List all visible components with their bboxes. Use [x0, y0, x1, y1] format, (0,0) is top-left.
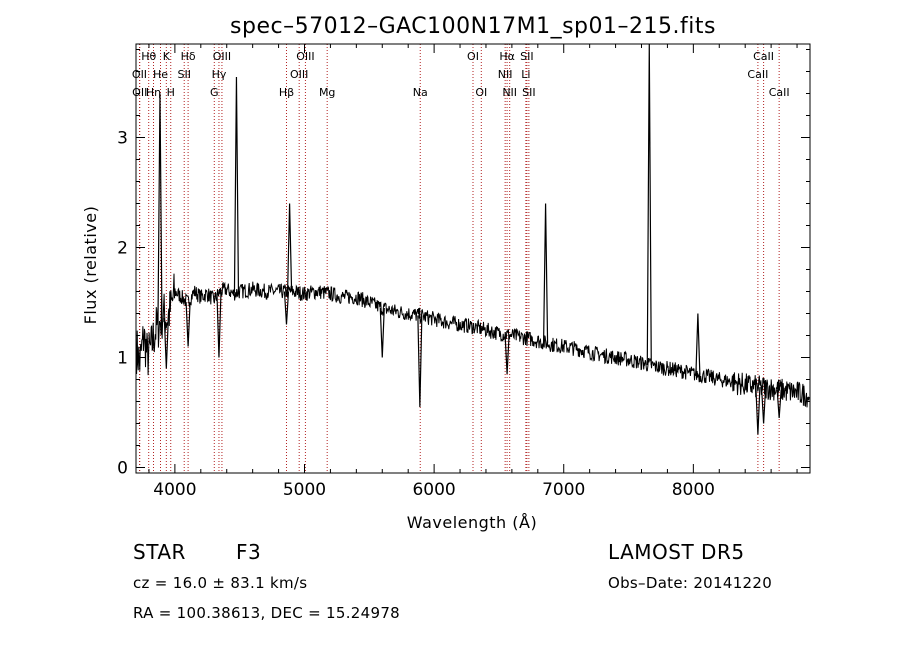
plot-frame: [135, 43, 811, 474]
emission-spike-2: [286, 203, 293, 292]
emission-spike-3: [542, 203, 549, 343]
x-axis-label: Wavelength (Å): [407, 513, 537, 532]
y-axis-label: Flux (relative): [81, 206, 100, 325]
line-label-23: Na: [413, 86, 428, 99]
line-label-12: Hγ: [212, 68, 227, 81]
line-label-0: Hθ: [141, 50, 156, 63]
x-tick-label-3: 7000: [542, 480, 585, 500]
absorption-dip-4: [379, 307, 385, 358]
x-tick-label-0: 4000: [153, 480, 196, 500]
line-label-13: OIII: [290, 68, 308, 81]
emission-spike-5: [695, 313, 701, 375]
emission-spike-4: [646, 43, 652, 365]
chart-title: spec–57012–GAC100N17M1_sp01–215.fits: [230, 14, 716, 39]
line-label-9: OII: [132, 68, 147, 81]
line-label-8: CaII: [753, 50, 774, 63]
survey-name: LAMOST DR5: [608, 540, 745, 564]
absorption-dip-3: [283, 291, 290, 325]
absorption-dip-2: [216, 293, 222, 358]
absorption-dip-1: [185, 302, 191, 347]
spectral-line-markers: [138, 44, 780, 473]
x-tick-label-1: 5000: [283, 480, 326, 500]
line-label-11: SII: [177, 68, 190, 81]
emission-spike-1: [233, 76, 240, 293]
absorption-dip-9: [776, 389, 782, 419]
redshift-text: cz = 16.0 ± 83.1 km/s: [133, 574, 307, 592]
line-label-2: Hδ: [181, 50, 196, 63]
y-tick-label-3: 3: [117, 129, 128, 149]
line-label-5: OI: [467, 50, 479, 63]
spectral-line-labels: Hθ K Hδ OIII OIII OI Hα SII CaII OII He SII Hγ OIII NI…: [132, 50, 790, 99]
x-tick-label-4: 8000: [672, 480, 715, 500]
line-label-4: OIII: [296, 50, 314, 63]
spectrum-line: [136, 273, 810, 408]
line-label-1: K: [163, 50, 171, 63]
coordinates-text: RA = 100.38613, DEC = 15.24978: [133, 604, 400, 622]
absorption-dip-0: [163, 317, 169, 369]
object-class: STAR: [133, 540, 186, 564]
line-label-3: OIII: [213, 50, 231, 63]
line-label-24: OI: [475, 86, 487, 99]
line-label-19: H: [167, 86, 175, 99]
line-label-16: CaII: [747, 68, 768, 81]
line-label-7: SII: [520, 50, 533, 63]
line-label-14: NII: [498, 68, 513, 81]
absorption-dip-5: [417, 315, 423, 408]
line-label-27: CaII: [769, 86, 790, 99]
x-axis-ticks: 4000 5000 6000 7000 8000: [148, 44, 798, 500]
line-label-10: He: [153, 68, 168, 81]
y-tick-label-2: 2: [117, 239, 128, 259]
absorption-dip-7: [755, 387, 761, 435]
y-axis-ticks: 0 1 2 3: [117, 49, 810, 479]
line-label-21: Hβ: [279, 86, 294, 99]
line-label-15: Li: [521, 68, 530, 81]
line-label-6: Hα: [499, 50, 515, 63]
absorption-dip-8: [760, 387, 767, 424]
absorption-dips: [163, 291, 782, 435]
y-tick-label-1: 1: [117, 349, 128, 369]
y-tick-label-0: 0: [117, 459, 128, 479]
line-label-26: SII: [522, 86, 535, 99]
line-label-25: NII: [502, 86, 517, 99]
emission-spikes: [157, 43, 701, 375]
emission-spike-0: [157, 93, 163, 323]
obs-date-text: Obs–Date: 20141220: [608, 574, 772, 592]
x-tick-label-2: 6000: [412, 480, 455, 500]
object-subclass: F3: [236, 540, 261, 564]
line-label-20: G: [210, 86, 219, 99]
line-label-18: Hη: [146, 86, 161, 99]
absorption-dip-6: [504, 334, 510, 375]
line-label-22: Mg: [319, 86, 335, 99]
